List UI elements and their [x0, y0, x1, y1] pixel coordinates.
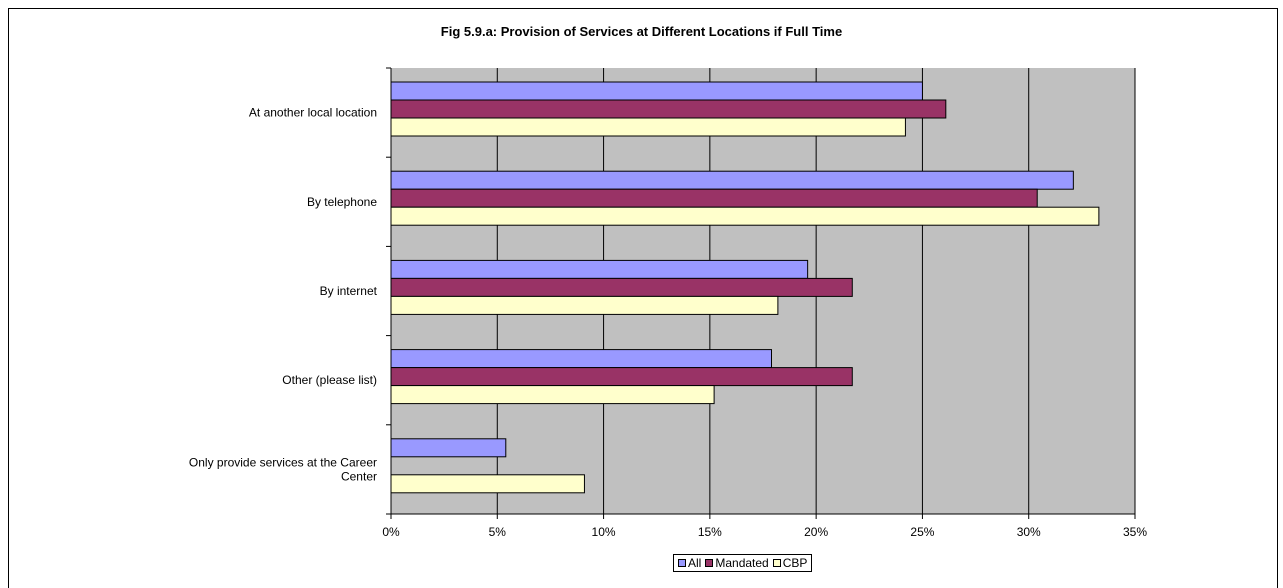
bar-cbp — [390, 385, 715, 405]
legend-item-cbp: CBP — [772, 556, 808, 570]
legend-label-mandated: Mandated — [715, 556, 769, 570]
x-tick-label: 10% — [592, 525, 616, 539]
bar-cbp — [390, 206, 1100, 226]
bar-cbp — [390, 295, 779, 315]
bar-all — [390, 349, 773, 369]
chart-title: Fig 5.9.a: Provision of Services at Diff… — [440, 24, 843, 39]
y-tick-label: By internet — [320, 284, 378, 298]
bar-all — [390, 438, 507, 458]
legend-swatch-all — [678, 559, 686, 567]
y-tick-label: Other (please list) — [282, 373, 377, 387]
x-tick-label: 0% — [382, 525, 400, 539]
legend-item-mandated: Mandated — [705, 556, 769, 570]
bar-all — [390, 259, 809, 279]
x-tick-label: 25% — [910, 525, 934, 539]
x-tick-label: 20% — [804, 525, 828, 539]
x-tick-label: 15% — [698, 525, 722, 539]
legend: All Mandated CBP — [673, 554, 813, 572]
legend-label-all: All — [688, 556, 702, 570]
bar-mandated — [390, 277, 853, 297]
y-tick-label: Only provide services at the Career Cente… — [189, 455, 377, 483]
x-tick-label: 30% — [1017, 525, 1041, 539]
legend-item-all: All — [678, 556, 701, 570]
bar-mandated — [390, 367, 853, 387]
bar-mandated — [390, 188, 1038, 208]
bar-cbp — [390, 117, 906, 137]
legend-label-cbp: CBP — [782, 556, 808, 570]
y-tick-label: By telephone — [307, 195, 377, 209]
x-tick-label: 5% — [489, 525, 507, 539]
bar-mandated — [390, 99, 947, 119]
x-tick-label: 35% — [1123, 525, 1147, 539]
legend-swatch-mandated — [705, 559, 714, 567]
legend-swatch-cbp — [772, 559, 781, 567]
bar-cbp — [390, 474, 585, 494]
bar-all — [390, 81, 923, 101]
bar-all — [390, 170, 1074, 190]
y-tick-label: At another local location — [249, 106, 377, 120]
